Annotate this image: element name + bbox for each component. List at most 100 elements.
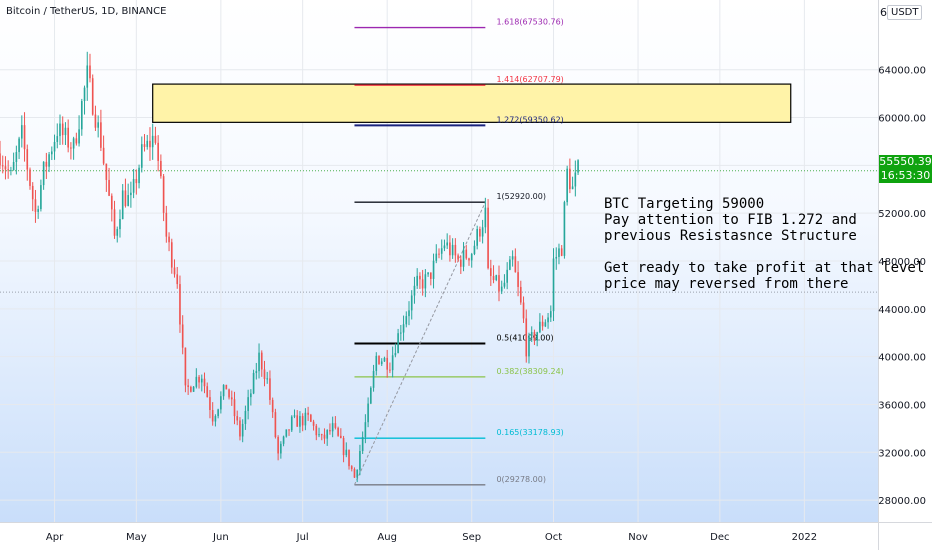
candle-body xyxy=(42,161,45,186)
candle-body xyxy=(124,190,127,206)
candle-body xyxy=(408,310,410,317)
candle-body xyxy=(495,275,498,281)
candle-body xyxy=(432,260,435,279)
candle-body xyxy=(211,409,214,422)
candle-body xyxy=(530,332,533,336)
candle-body xyxy=(391,355,394,371)
analysis-annotation[interactable]: BTC Targeting 59000 Pay attention to FIB… xyxy=(604,196,924,292)
candle-body xyxy=(70,147,72,149)
candle-body xyxy=(364,422,367,438)
candle-body xyxy=(263,369,266,379)
candle-body xyxy=(83,87,86,102)
candle-body xyxy=(271,399,274,413)
candle-body xyxy=(424,274,427,289)
candle-body xyxy=(282,436,285,444)
candle-body xyxy=(269,378,271,400)
candle-body xyxy=(380,361,383,365)
candle-body xyxy=(94,114,97,128)
candle-body xyxy=(78,129,80,144)
candle-body xyxy=(517,272,519,287)
annotation-line-2: Pay attention to FIB 1.272 and xyxy=(604,212,857,228)
candle-body xyxy=(558,248,560,257)
candle-body xyxy=(410,295,413,311)
candle-body xyxy=(492,276,495,281)
fib-level-label: 1(52920.00) xyxy=(496,192,546,201)
candle-body xyxy=(252,372,255,394)
candle-body xyxy=(190,386,192,392)
candle-body xyxy=(416,275,419,286)
annotation-spacer xyxy=(604,244,924,260)
candle-body xyxy=(310,414,312,422)
candle-body xyxy=(1,165,4,167)
candle-body xyxy=(329,430,331,432)
candle-body xyxy=(560,248,563,256)
candle-body xyxy=(23,125,26,150)
candle-body xyxy=(419,275,421,280)
candle-body xyxy=(50,151,53,155)
candle-body xyxy=(228,389,230,398)
time-axis[interactable] xyxy=(0,522,878,550)
fib-level-label: 1.414(62707.79) xyxy=(496,75,563,84)
candle-body xyxy=(91,78,94,115)
candle-body xyxy=(337,427,339,436)
candle-body xyxy=(277,437,279,454)
candle-body xyxy=(89,65,91,79)
candle-body xyxy=(48,154,50,167)
candle-body xyxy=(350,466,353,470)
candle-body xyxy=(522,302,525,319)
currency-badge[interactable]: USDT xyxy=(887,5,923,20)
candle-body xyxy=(367,403,369,423)
candle-body xyxy=(544,322,547,327)
candle-body xyxy=(143,144,146,147)
candle-body xyxy=(372,370,375,388)
candle-body xyxy=(514,256,517,273)
candle-body xyxy=(233,399,236,417)
candle-body xyxy=(255,371,258,373)
candle-body xyxy=(56,136,59,142)
candle-body xyxy=(487,207,489,269)
candle-body xyxy=(138,167,140,184)
candle-body xyxy=(34,199,37,212)
candle-body xyxy=(479,229,481,237)
candle-body xyxy=(225,384,228,390)
candle-body xyxy=(274,412,277,438)
candle-body xyxy=(40,185,42,210)
candle-body xyxy=(151,135,154,148)
candle-body xyxy=(220,396,222,410)
candle-body xyxy=(59,123,61,137)
candle-body xyxy=(569,168,571,190)
candle-body xyxy=(454,244,457,256)
candle-body xyxy=(75,138,78,144)
annotation-line-5: price may reversed from there xyxy=(604,276,849,292)
candle-body xyxy=(334,423,337,428)
candle-body xyxy=(198,376,200,383)
candle-body xyxy=(506,269,508,283)
candle-body xyxy=(165,212,168,237)
candle-body xyxy=(18,138,20,153)
candle-body xyxy=(108,179,110,196)
candle-body xyxy=(7,169,9,171)
candle-body xyxy=(389,369,391,371)
candle-body xyxy=(72,138,75,149)
candle-body xyxy=(130,192,132,196)
candle-body xyxy=(549,311,552,318)
candle-body xyxy=(80,101,83,130)
candle-body xyxy=(430,272,432,279)
candle-body xyxy=(236,416,239,421)
candle-body xyxy=(203,378,206,387)
candle-body xyxy=(574,172,577,187)
candle-body xyxy=(217,409,219,417)
candle-body xyxy=(195,376,198,387)
candle-body xyxy=(0,153,1,166)
candle-body xyxy=(326,430,329,439)
candle-body xyxy=(26,149,29,170)
candle-body xyxy=(359,451,361,470)
candle-body xyxy=(536,332,538,341)
candle-body xyxy=(473,245,476,254)
price-axis[interactable] xyxy=(878,0,932,522)
candle-body xyxy=(110,195,113,210)
candle-body xyxy=(154,135,157,143)
bar-countdown: 16:53:30 xyxy=(879,169,932,183)
candle-body xyxy=(449,242,451,256)
